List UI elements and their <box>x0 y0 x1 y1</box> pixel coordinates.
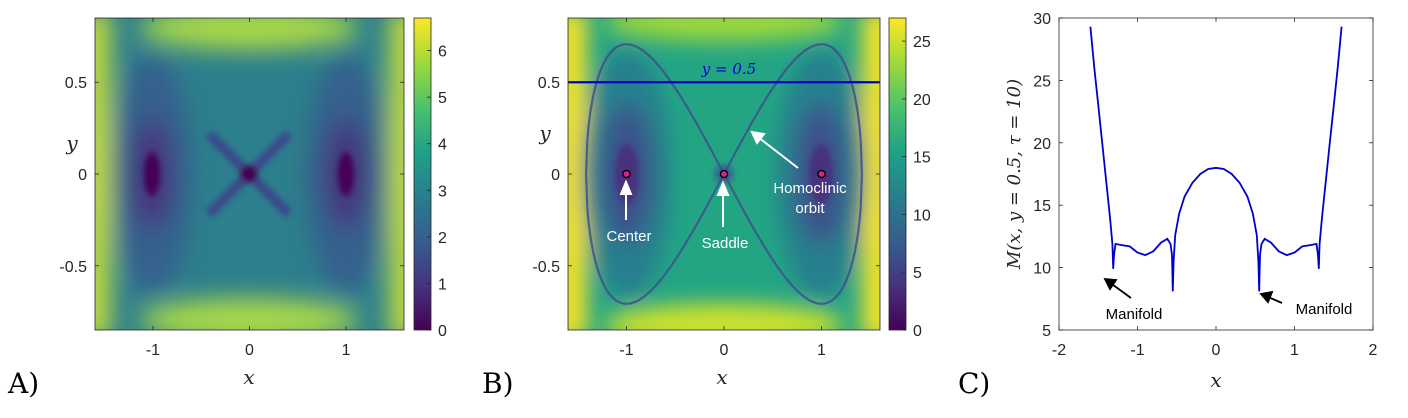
y-tick-label-a: 0 <box>78 167 87 184</box>
y-tick-label-c: 25 <box>1033 73 1051 90</box>
heatmap-a <box>95 18 404 330</box>
x-tick-label-c: 2 <box>1369 342 1378 359</box>
homoclinic-label-line1: Homoclinic <box>773 180 847 197</box>
colorbar-tick-label-a: 6 <box>438 44 447 61</box>
x-tick-label-a: 0 <box>245 342 254 359</box>
colorbar-tick-label-a: 5 <box>438 90 447 107</box>
colorbar-tick-label-a: 2 <box>438 230 447 247</box>
colorbar-tick-label-b: 15 <box>913 150 931 167</box>
panel-b: y = 0.5 Center Saddle Homoclinic orbit -… <box>482 17 931 400</box>
y-tick-label-c: 15 <box>1033 198 1051 215</box>
y-tick-label-b: -0.5 <box>532 259 560 276</box>
fixed-point-marker <box>719 169 729 179</box>
fixed-points <box>622 169 826 179</box>
y-tick-label-b: 0 <box>551 167 560 184</box>
colorbar-tick-label-b: 0 <box>913 323 922 340</box>
x-tick-label-c: -1 <box>1130 342 1144 359</box>
y-tick-label-c: 5 <box>1042 323 1051 340</box>
homoclinic-label-line2: orbit <box>795 200 825 217</box>
colorbar-tick-label-b: 25 <box>913 34 931 51</box>
x-tick-label-a: -1 <box>146 342 160 359</box>
colorbar-tick-label-a: 0 <box>438 323 447 340</box>
y-line-label: y = 0.5 <box>701 60 756 78</box>
colorbar-a <box>413 17 432 331</box>
manifold-label-left: Manifold <box>1106 306 1163 323</box>
y-tick-label-c: 30 <box>1033 11 1051 28</box>
fixed-point-marker <box>817 169 826 179</box>
colorbar-tick-label-a: 1 <box>438 276 447 293</box>
colorbar-ticks-b: 0 5 10 15 20 25 <box>902 34 931 340</box>
colorbar-tick-label-b: 20 <box>913 92 931 109</box>
fixed-point-marker <box>622 169 631 179</box>
x-axis-label-a: x <box>243 365 254 389</box>
y-tick-label-c: 10 <box>1033 261 1051 278</box>
y-tick-labels-b: -0.5 0 0.5 <box>532 75 880 276</box>
x-tick-label-c: 0 <box>1212 342 1221 359</box>
y-tick-labels-c: 5 10 15 20 25 30 <box>1033 11 1373 340</box>
panel-label-c: C) <box>958 367 990 400</box>
x-tick-label-a: 1 <box>342 342 351 359</box>
x-tick-label-c: 1 <box>1290 342 1299 359</box>
colorbar-ticks-a: 0 1 2 3 4 5 6 <box>427 44 447 340</box>
plot-area-c <box>1058 17 1374 331</box>
colorbar-tick-label-b: 10 <box>913 207 931 224</box>
saddle-label: Saddle <box>702 235 749 252</box>
annotation-arrows-b <box>619 130 799 227</box>
y-tick-label-a: -0.5 <box>59 259 87 276</box>
x-axis-label-c: x <box>1210 368 1221 392</box>
y-tick-label-c: 20 <box>1033 136 1051 153</box>
panel-label-a: A) <box>7 367 39 400</box>
series-line-m <box>1089 26 1343 292</box>
x-tick-label-b: -1 <box>619 342 633 359</box>
y-axis-label-c: M(x, y = 0.5, τ = 10) <box>1004 79 1025 270</box>
manifold-label-right: Manifold <box>1296 301 1353 318</box>
x-tick-labels-b: -1 0 1 <box>619 18 826 359</box>
x-tick-labels-c: -2 -1 0 1 2 <box>1052 18 1378 359</box>
colorbar-tick-label-a: 3 <box>438 183 447 200</box>
y-tick-label-b: 0.5 <box>538 75 560 92</box>
panel-a: -1 0 1 -0.5 0 0.5 x y 0 1 2 3 4 5 6 A) <box>7 17 447 400</box>
colorbar-b <box>888 17 907 331</box>
panel-c: -2 -1 0 1 2 5 10 15 20 25 30 x M(x, y = 0.5, τ = … <box>958 11 1378 400</box>
colorbar-tick-label-a: 4 <box>438 137 447 154</box>
colorbar-tick-label-b: 5 <box>913 265 922 282</box>
x-axis-label-b: x <box>716 365 727 389</box>
x-tick-labels-a: -1 0 1 <box>146 18 351 359</box>
y-axis-label-b: y <box>538 121 551 145</box>
x-tick-label-c: -2 <box>1052 342 1066 359</box>
x-tick-label-b: 1 <box>817 342 826 359</box>
center-label: Center <box>606 228 651 245</box>
annotation-arrows-c <box>1103 277 1283 304</box>
panel-label-b: B) <box>482 367 514 400</box>
y-tick-labels-a: -0.5 0 0.5 <box>59 75 404 276</box>
y-tick-label-a: 0.5 <box>65 75 87 92</box>
y-axis-label-a: y <box>65 131 78 155</box>
x-tick-label-b: 0 <box>720 342 729 359</box>
